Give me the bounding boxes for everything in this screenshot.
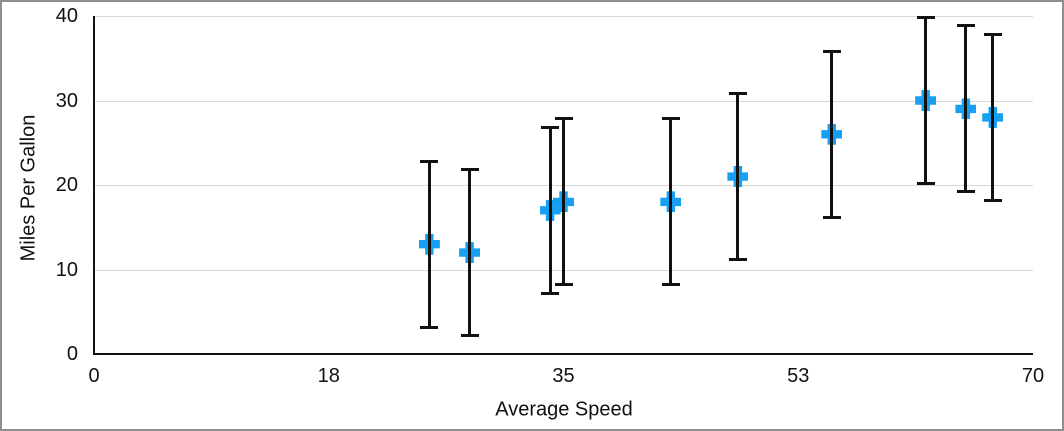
error-bar-1 — [420, 159, 439, 329]
y-tick-label-30: 30 — [55, 89, 78, 112]
error-bar-cap-top — [661, 117, 680, 121]
y-axis-line — [93, 16, 95, 355]
error-bar-cap-bottom — [956, 190, 975, 194]
error-bar-8 — [916, 16, 935, 185]
error-bar-line — [830, 49, 834, 219]
x-tick-label-0: 0 — [88, 365, 100, 387]
x-axis-title: Average Speed — [495, 398, 633, 421]
x-tick-label-18: 18 — [317, 365, 340, 387]
error-bar-7 — [822, 49, 841, 219]
gridline-y-30 — [94, 100, 1033, 102]
error-bar-line — [669, 117, 673, 287]
error-bar-cap-bottom — [916, 182, 935, 185]
error-bar-line — [548, 125, 552, 295]
error-bar-cap-bottom — [822, 215, 841, 219]
error-bar-cap-top — [420, 159, 439, 163]
error-bar-cap-bottom — [661, 283, 680, 287]
error-bar-line — [427, 159, 431, 329]
error-bar-cap-top — [956, 24, 975, 28]
error-bar-3 — [541, 125, 560, 295]
x-tick-label-53: 53 — [787, 365, 810, 387]
x-tick-label-70: 70 — [1021, 365, 1045, 387]
y-tick-label-20: 20 — [55, 174, 78, 196]
error-bar-line — [736, 92, 740, 262]
error-bar-4 — [554, 117, 573, 287]
error-bar-line — [924, 16, 928, 185]
error-bar-cap-top — [554, 117, 573, 121]
error-bar-cap-top — [822, 49, 841, 53]
error-bar-cap-bottom — [983, 198, 1002, 202]
error-bar-2 — [460, 168, 479, 338]
error-bar-line — [468, 168, 472, 338]
x-axis-line — [93, 353, 1033, 355]
error-bar-6 — [728, 92, 747, 262]
error-bar-cap-top — [728, 92, 747, 96]
error-bar-cap-top — [983, 32, 1002, 36]
y-tick-label-10: 10 — [55, 258, 78, 281]
error-bar-cap-top — [541, 125, 560, 129]
gridline-y-40 — [94, 16, 1033, 17]
error-bar-5 — [661, 117, 680, 287]
error-bar-cap-bottom — [728, 258, 747, 262]
error-bar-10 — [983, 32, 1002, 202]
error-bar-line — [964, 24, 968, 194]
error-bar-cap-bottom — [420, 325, 439, 329]
y-tick-label-40: 40 — [55, 5, 78, 27]
error-bar-cap-top — [916, 16, 935, 19]
y-tick-label-0: 0 — [66, 343, 78, 365]
error-bar-9 — [956, 24, 975, 194]
error-bar-cap-bottom — [541, 291, 560, 295]
error-bar-line — [562, 117, 565, 287]
error-bar-cap-bottom — [460, 334, 479, 338]
error-bar-cap-bottom — [554, 283, 573, 287]
error-bar-cap-top — [460, 168, 479, 172]
error-bar-line — [991, 32, 995, 202]
x-tick-label-35: 35 — [552, 365, 575, 387]
